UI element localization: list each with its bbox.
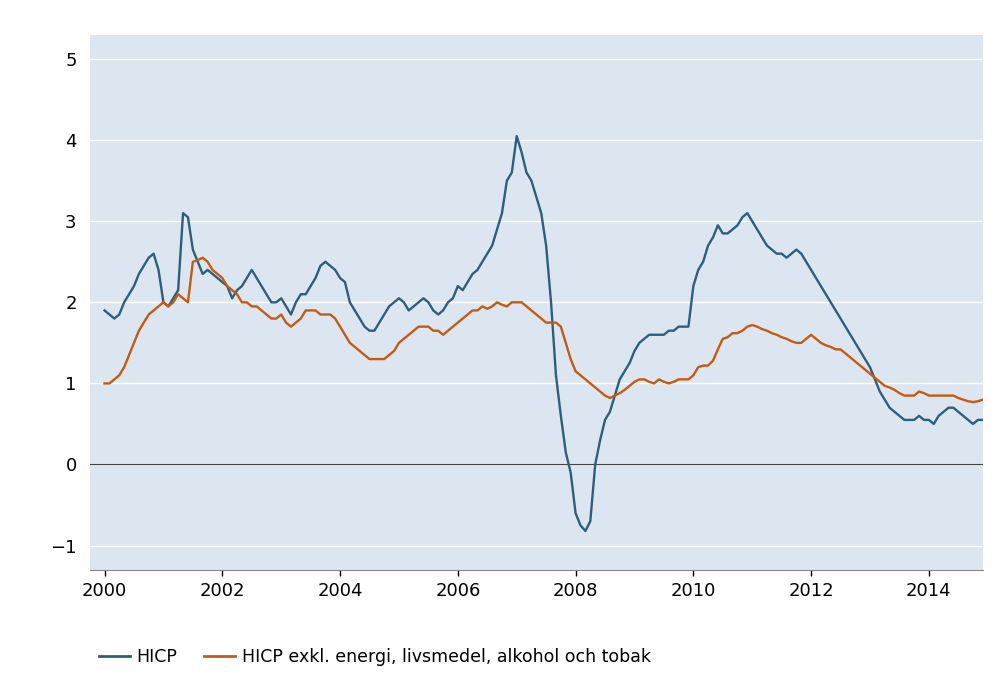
Line: HICP exkl. energi, livsmedel, alkohol och tobak: HICP exkl. energi, livsmedel, alkohol oc…: [105, 258, 983, 402]
Line: HICP: HICP: [105, 136, 983, 531]
HICP: [99, 306, 111, 315]
HICP exkl. energi, livsmedel, alkohol och tobak: [883, 384, 895, 392]
HICP exkl. energi, livsmedel, alkohol och tobak: [285, 322, 297, 331]
HICP: [432, 310, 444, 318]
HICP exkl. energi, livsmedel, alkohol och tobak: [197, 254, 209, 262]
HICP: [580, 527, 592, 535]
HICP exkl. energi, livsmedel, alkohol och tobak: [967, 398, 979, 406]
HICP: [977, 416, 989, 424]
Legend: HICP, HICP exkl. energi, livsmedel, alkohol och tobak: HICP, HICP exkl. energi, livsmedel, alko…: [99, 648, 651, 666]
HICP: [113, 310, 125, 318]
HICP: [202, 265, 214, 274]
HICP exkl. energi, livsmedel, alkohol och tobak: [437, 331, 449, 339]
HICP: [511, 132, 523, 140]
HICP exkl. energi, livsmedel, alkohol och tobak: [207, 265, 219, 274]
HICP exkl. energi, livsmedel, alkohol och tobak: [952, 394, 964, 402]
HICP exkl. energi, livsmedel, alkohol och tobak: [99, 379, 111, 388]
HICP: [957, 411, 969, 420]
HICP exkl. energi, livsmedel, alkohol och tobak: [113, 371, 125, 379]
HICP exkl. energi, livsmedel, alkohol och tobak: [977, 395, 989, 404]
HICP: [888, 407, 900, 416]
HICP: [280, 302, 292, 311]
